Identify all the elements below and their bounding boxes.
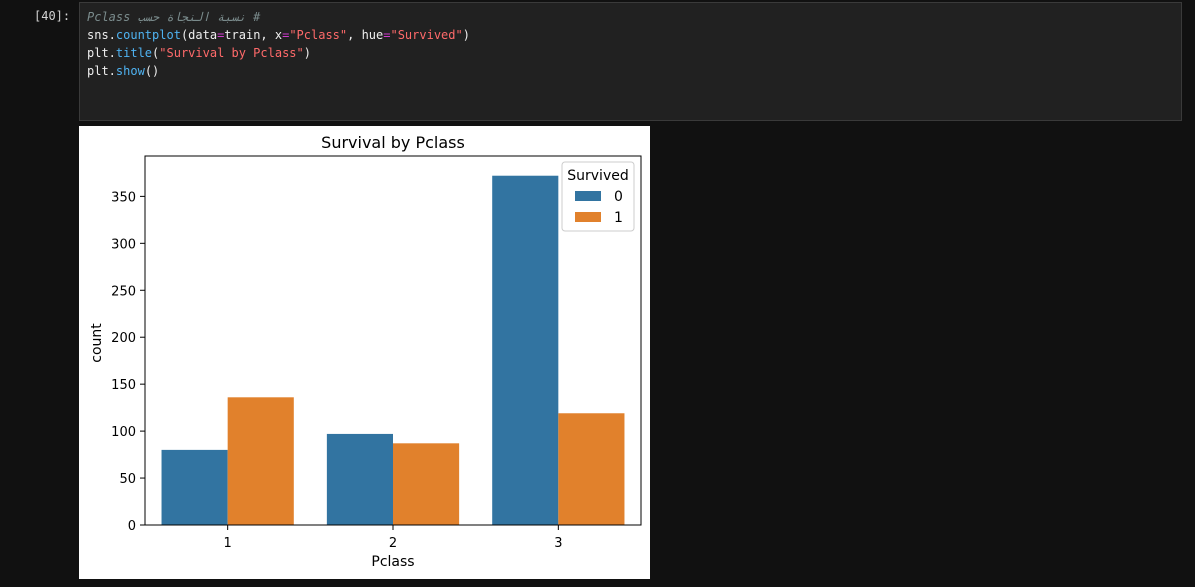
code-token: # نسبة النجاة حسب Pclass [87,10,261,24]
legend-label-0: 0 [614,189,623,205]
code-token: (data [180,28,218,42]
y-tick-label: 350 [111,190,136,205]
legend: Survived 0 1 [561,161,635,232]
x-tick-label: 3 [554,536,562,551]
code-line: # نسبة النجاة حسب Pclass [87,8,470,26]
code-token: = [282,28,290,42]
code-token: sns. [87,28,116,42]
code-token: plt. [87,46,116,60]
plot-area: 0 50 100 150 200 250 300 350 1 2 3 [111,175,625,551]
code-token: "Survival by Pclass" [159,46,304,60]
code-token: = [383,28,391,42]
code-token: = [217,28,225,42]
countplot-chart: Survival by Pclass 0 50 100 150 200 250 300 350… [89,133,642,570]
y-tick-label: 150 [111,378,136,393]
code-token: , hue [347,28,384,42]
bar-pclass-3-survived-1 [558,413,625,525]
code-line: plt.title("Survival by Pclass") [87,44,470,62]
y-tick-label: 50 [119,472,136,487]
y-tick-label: 200 [111,331,136,346]
legend-swatch-1 [575,212,601,222]
y-tick-label: 100 [111,425,136,440]
code-token: show [115,64,145,78]
x-tick-label: 2 [389,536,397,551]
y-tick-label: 300 [111,237,136,252]
x-axis-label: Pclass [371,554,414,570]
y-tick-label: 250 [111,284,136,299]
cell-output: Survival by Pclass 0 50 100 150 200 250 300 350… [79,126,650,579]
code-line: plt.show() [87,62,470,80]
chart-title: Survival by Pclass [321,133,465,152]
code-token: ) [462,28,470,42]
legend-title: Survived [567,168,628,184]
code-editor[interactable]: # نسبة النجاة حسب Pclass sns.countplot(da… [87,8,470,80]
code-token: ( [152,46,160,60]
code-cell[interactable]: # نسبة النجاة حسب Pclass sns.countplot(da… [79,2,1182,121]
y-tick-label: 0 [128,519,136,534]
x-tick-label: 1 [224,536,232,551]
code-token: countplot [115,28,181,42]
code-token: () [144,64,160,78]
code-token: title [115,46,153,60]
bar-pclass-1-survived-0 [161,449,228,525]
axes-frame [144,155,642,526]
bar-pclass-2-survived-1 [393,443,460,525]
bar-pclass-1-survived-1 [227,397,294,525]
bar-pclass-3-survived-0 [492,175,559,525]
cell-prompt: [40]: [34,9,71,23]
code-token: "Survived" [390,28,463,42]
code-line: sns.countplot(data=train, x="Pclass", hu… [87,26,470,44]
legend-swatch-0 [575,191,601,201]
code-token: "Pclass" [289,28,348,42]
y-axis-label: count [89,323,105,363]
code-token: ) [303,46,311,60]
code-token: train, x [224,28,283,42]
code-token: plt. [87,64,116,78]
bar-pclass-2-survived-0 [326,433,393,525]
legend-label-1: 1 [614,210,623,226]
